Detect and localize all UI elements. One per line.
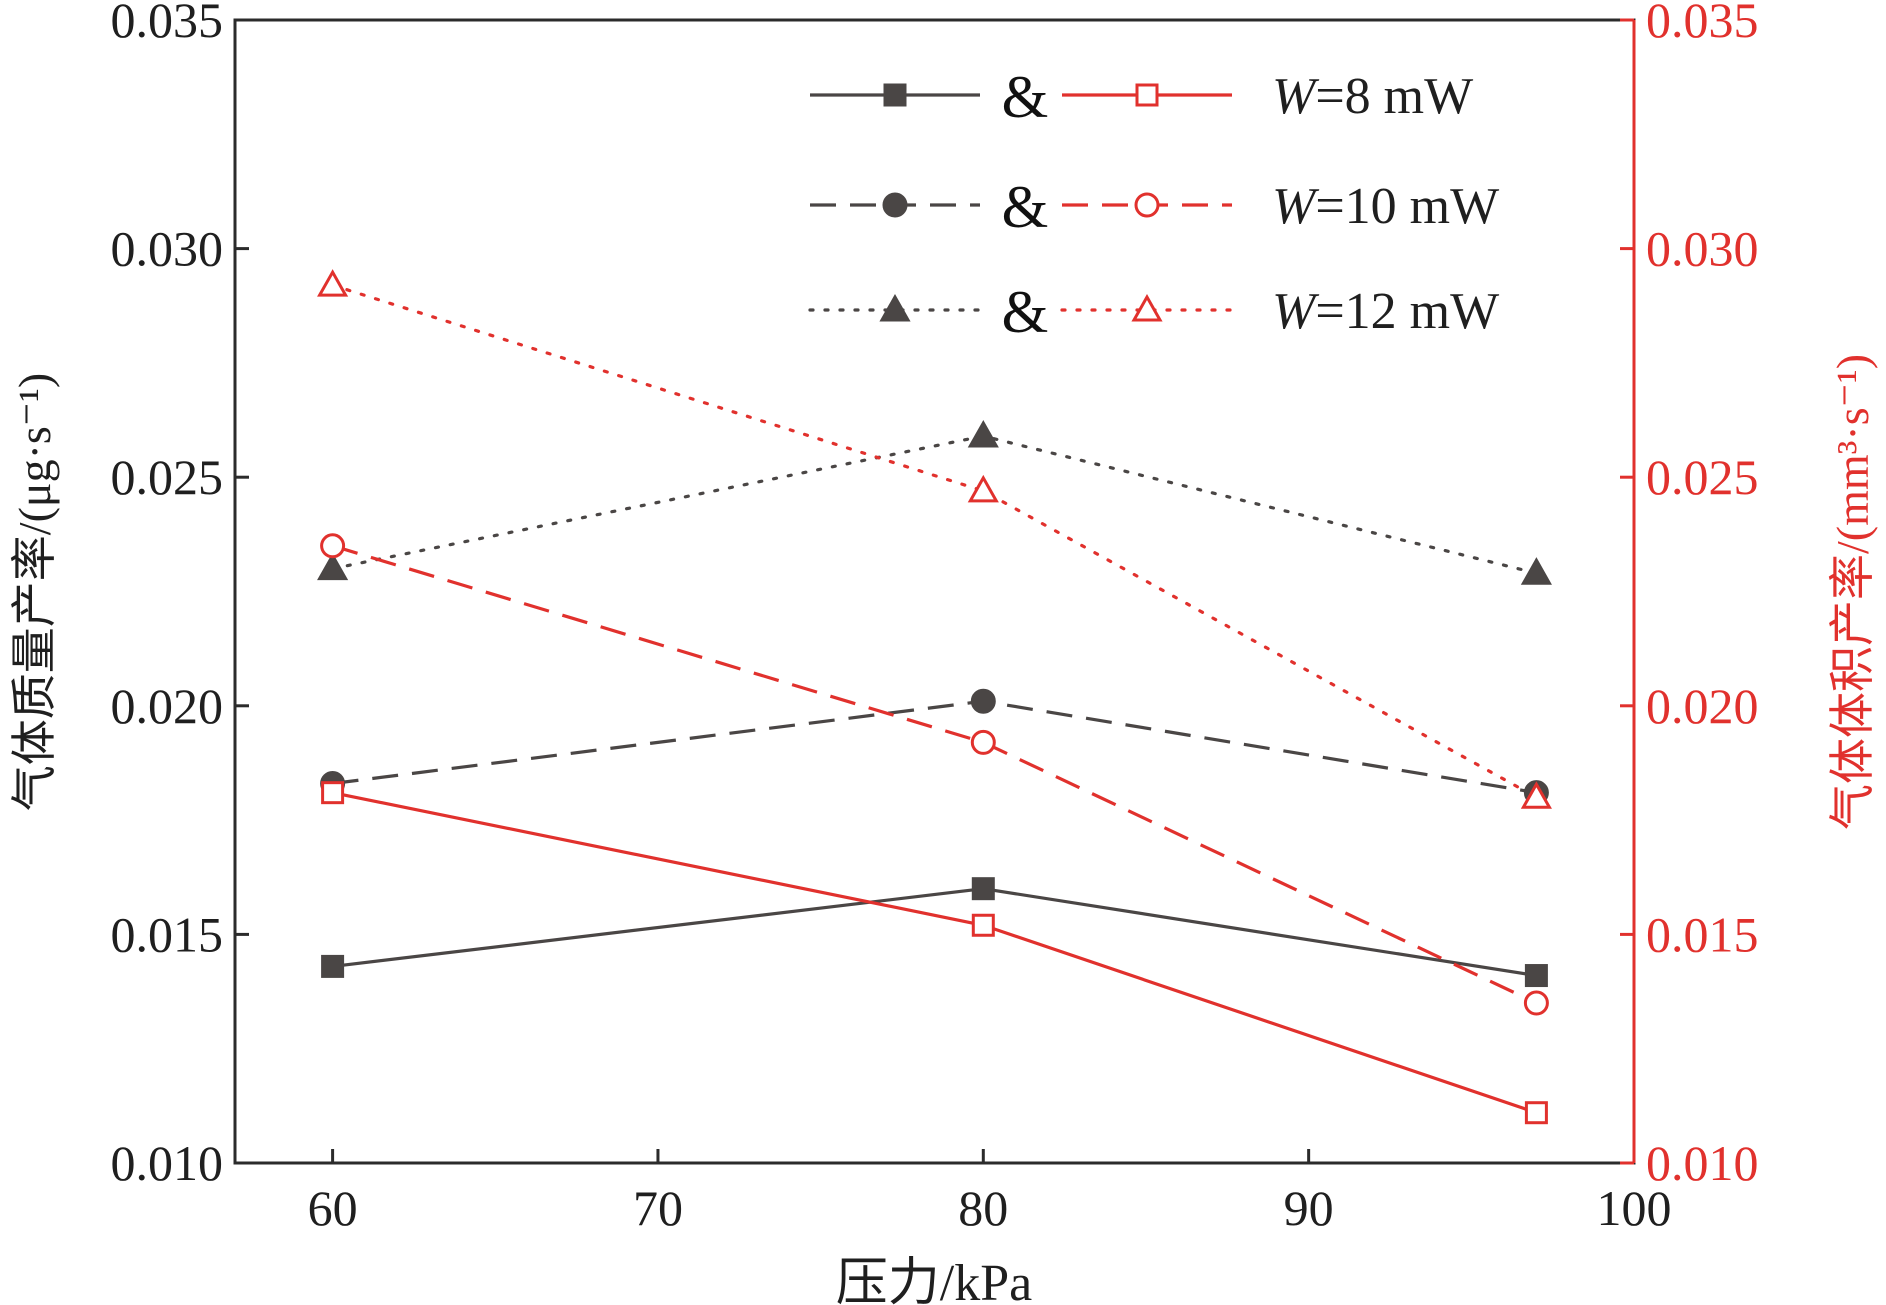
data-point-circle bbox=[970, 688, 996, 714]
series-line-3 bbox=[332, 791, 1537, 1115]
data-point-circle bbox=[320, 533, 346, 559]
data-point-triangle bbox=[317, 552, 349, 581]
legend-marker-mass bbox=[879, 293, 911, 322]
legend-label: W=10 mW bbox=[1272, 178, 1499, 235]
right-y-tick-label: 0.015 bbox=[1646, 906, 1759, 962]
legend-marker-volume bbox=[1134, 192, 1160, 218]
data-point-triangle bbox=[317, 269, 349, 297]
x-tick-label: 90 bbox=[1284, 1180, 1334, 1236]
data-point-square bbox=[971, 877, 995, 901]
legend-joiner: & bbox=[1002, 174, 1049, 240]
x-tick-label: 100 bbox=[1597, 1180, 1672, 1236]
legend-marker-mass bbox=[883, 83, 907, 107]
right-y-tick-label: 0.020 bbox=[1646, 678, 1759, 734]
legend-label-variable: W bbox=[1272, 68, 1320, 125]
right-y-tick-label: 0.010 bbox=[1646, 1135, 1759, 1191]
legend-marker-volume bbox=[1135, 83, 1159, 107]
left-y-tick-label: 0.010 bbox=[111, 1135, 224, 1191]
data-point-square bbox=[1524, 964, 1548, 988]
series-lines bbox=[331, 283, 1538, 1115]
data-point-square bbox=[1524, 1101, 1548, 1125]
x-tick-label: 80 bbox=[958, 1180, 1008, 1236]
data-point-square bbox=[321, 781, 345, 805]
x-tick-label: 60 bbox=[308, 1180, 358, 1236]
legend-joiner: & bbox=[1002, 279, 1049, 345]
legend-marker-mass bbox=[882, 192, 908, 218]
data-point-triangle bbox=[967, 420, 999, 448]
right-y-tick-label: 0.025 bbox=[1646, 449, 1759, 505]
legend-label-value: =8 mW bbox=[1315, 68, 1473, 125]
data-point-circle bbox=[970, 729, 996, 755]
right-y-tick-label: 0.030 bbox=[1646, 221, 1759, 277]
left-y-tick-label: 0.020 bbox=[111, 678, 224, 734]
data-point-square bbox=[971, 913, 995, 937]
series-line-1 bbox=[332, 699, 1537, 795]
series-markers bbox=[317, 269, 1552, 1125]
legend-label-variable: W bbox=[1272, 283, 1320, 340]
series-line-5 bbox=[331, 283, 1538, 799]
data-point-triangle bbox=[1520, 781, 1552, 809]
x-axis-title: 压力/kPa bbox=[836, 1255, 1032, 1305]
right-y-tick-label: 0.035 bbox=[1646, 0, 1759, 48]
legend-label-value: =10 mW bbox=[1315, 178, 1499, 235]
legend-label: W=8 mW bbox=[1272, 68, 1473, 125]
legend: & W=8 mW& W=10 mW& W=12 mW bbox=[808, 64, 1499, 345]
left-y-tick-label: 0.015 bbox=[111, 906, 224, 962]
legend-label: W=12 mW bbox=[1272, 283, 1499, 340]
right-y-axis-title: 气体体积产率/(mm³·s⁻¹) bbox=[1827, 354, 1878, 830]
legend-joiner: & bbox=[1002, 64, 1049, 130]
x-tick-label: 70 bbox=[633, 1180, 683, 1236]
legend-marker-volume bbox=[1131, 293, 1163, 322]
legend-label-variable: W bbox=[1272, 178, 1320, 235]
series-line-2 bbox=[331, 434, 1538, 575]
left-y-tick-label: 0.030 bbox=[111, 221, 224, 277]
left-y-tick-label: 0.035 bbox=[111, 0, 224, 48]
series-line-4 bbox=[332, 544, 1538, 1005]
left-y-tick-label: 0.025 bbox=[111, 449, 224, 505]
data-point-triangle bbox=[1520, 557, 1552, 585]
data-point-circle bbox=[1523, 990, 1549, 1016]
left-y-axis-title: 气体质量产率/(μg·s⁻¹) bbox=[9, 373, 60, 811]
data-point-square bbox=[321, 954, 345, 978]
legend-label-value: =12 mW bbox=[1315, 283, 1499, 340]
series-line-0 bbox=[332, 887, 1537, 978]
data-point-triangle bbox=[967, 474, 999, 503]
